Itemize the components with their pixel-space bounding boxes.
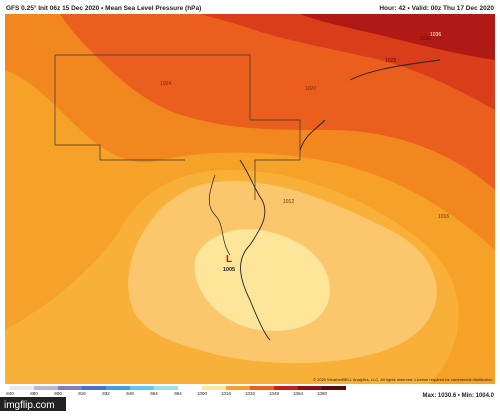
chesapeake bbox=[208, 174, 231, 256]
header-title: GFS 0.25° Init 06z 15 Dec 2020 • Mean Se… bbox=[6, 4, 201, 12]
colorbar-swatch bbox=[178, 386, 202, 390]
contour-label: 1028 bbox=[385, 58, 396, 64]
colorbar-label: 948 bbox=[126, 391, 134, 396]
colorbar-swatch bbox=[106, 386, 130, 390]
colorbar-swatch bbox=[130, 386, 154, 390]
colorbar-swatch bbox=[298, 386, 322, 390]
contour-label: 1032 bbox=[420, 36, 431, 42]
copyright: © 2020 WeatherBELL Analytics, LLC. All r… bbox=[313, 377, 493, 382]
colorbar-swatch bbox=[10, 386, 34, 390]
colorbar-label: 880 bbox=[30, 391, 38, 396]
colorbar-swatch bbox=[58, 386, 82, 390]
colorbar-swatch bbox=[226, 386, 250, 390]
region-1008 bbox=[194, 229, 330, 331]
colorbar: 840 880 900 916 932 948 964 984 1000 1016 1032 1048… bbox=[6, 386, 346, 396]
colorbar-label: 916 bbox=[78, 391, 86, 396]
colorbar-label: 1032 bbox=[245, 391, 256, 396]
colorbar-label: 964 bbox=[150, 391, 158, 396]
colorbar-label: 1016 bbox=[221, 391, 232, 396]
contour-label: 1036 bbox=[430, 32, 441, 38]
colorbar-swatch bbox=[82, 386, 106, 390]
contour-label: 1020 bbox=[305, 86, 316, 92]
stats: Max: 1030.6 • Min: 1004.0 bbox=[423, 393, 495, 399]
coastline bbox=[239, 59, 441, 341]
colorbar-swatch bbox=[250, 386, 274, 390]
colorbar-label: 1080 bbox=[317, 391, 328, 396]
colorbar-swatch bbox=[274, 386, 298, 390]
colorbar-swatch bbox=[322, 386, 346, 390]
colorbar-label: 1000 bbox=[197, 391, 208, 396]
colorbar-swatch bbox=[34, 386, 58, 390]
watermark-bg bbox=[0, 397, 66, 411]
region-1036 bbox=[300, 14, 495, 60]
colorbar-label: 1064 bbox=[293, 391, 304, 396]
colorbar-swatch bbox=[202, 386, 226, 390]
low-symbol: L bbox=[226, 254, 232, 265]
colorbar-label: 932 bbox=[102, 391, 110, 396]
colorbar-label: 840 bbox=[6, 391, 14, 396]
colorbar-label: 1048 bbox=[269, 391, 280, 396]
watermark: imgflip.com bbox=[4, 400, 55, 411]
colorbar-swatch bbox=[154, 386, 178, 390]
contour-label: 1016 bbox=[438, 214, 449, 220]
colorbar-label: 984 bbox=[174, 391, 182, 396]
header-valid: Hour: 42 • Valid: 00z Thu 17 Dec 2020 bbox=[379, 5, 494, 12]
colorbar-label: 900 bbox=[54, 391, 62, 396]
map: 1024 1020 1028 1032 1016 1012 1036 L 100… bbox=[5, 14, 495, 384]
state-borders bbox=[54, 54, 301, 200]
contour-label: 1024 bbox=[160, 81, 171, 87]
contour-label: 1012 bbox=[283, 199, 294, 205]
low-value: 1005 bbox=[223, 267, 235, 273]
